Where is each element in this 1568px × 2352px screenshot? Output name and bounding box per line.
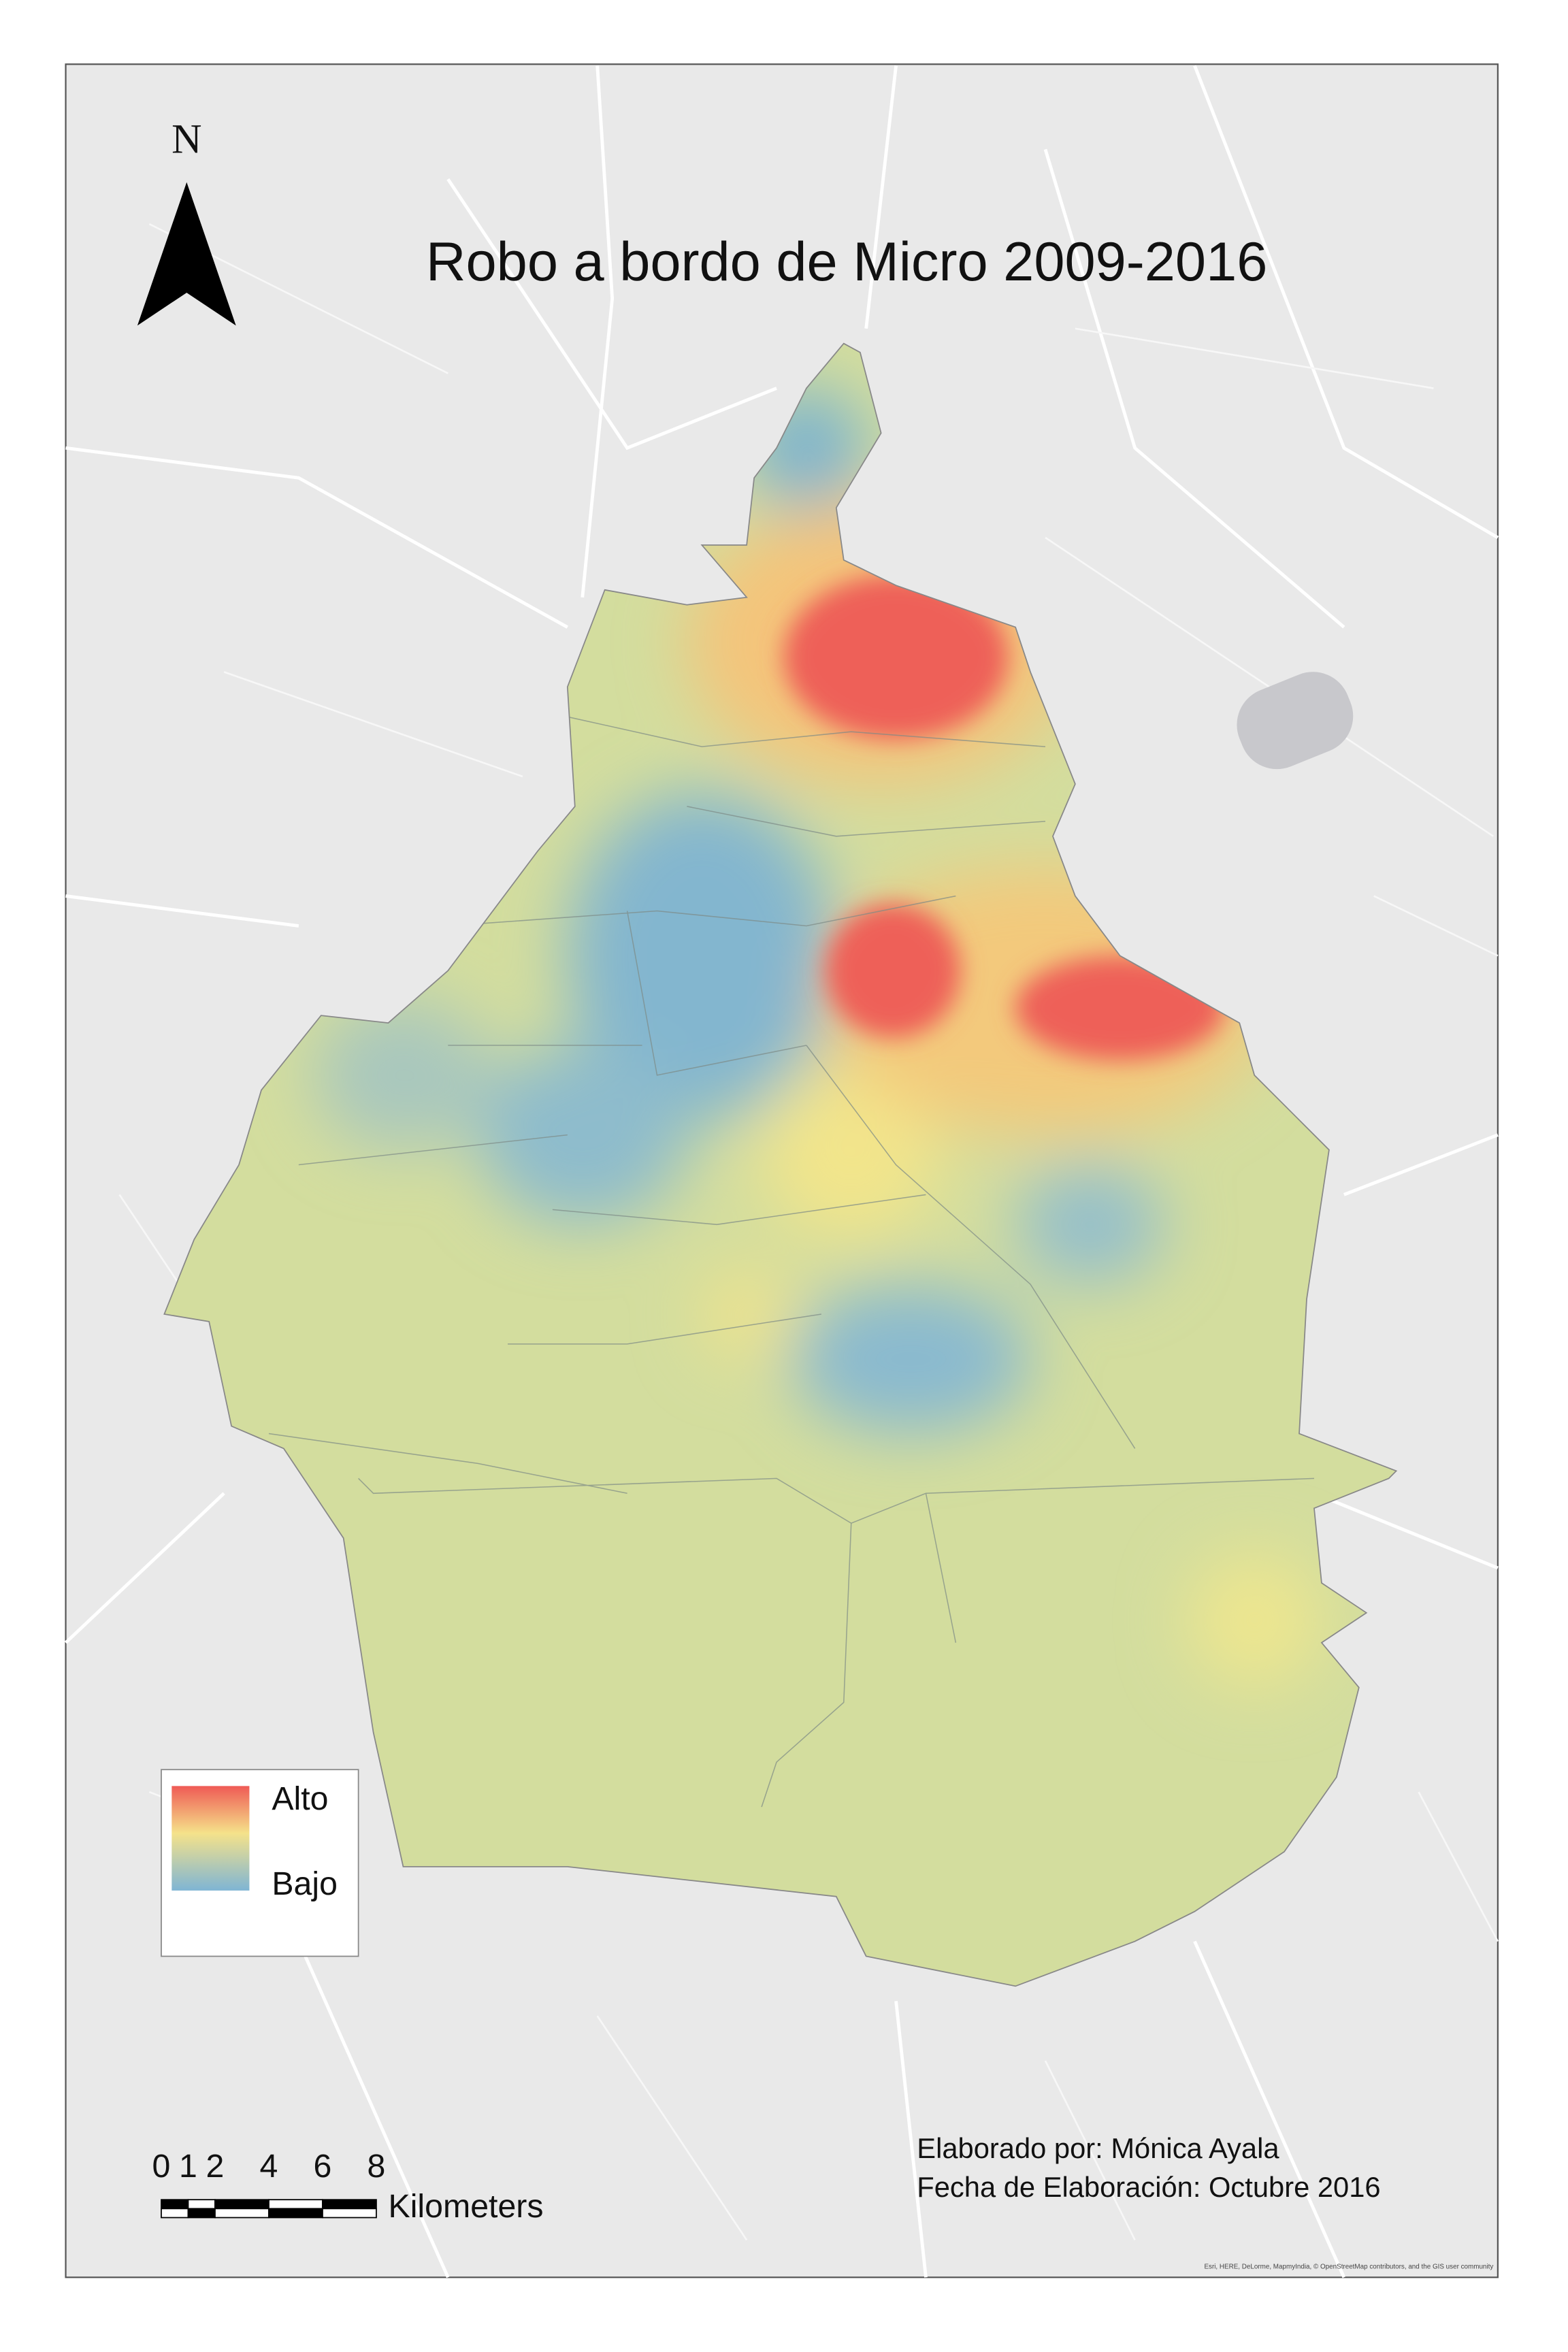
map-title: Robo a bordo de Micro 2009-2016 (426, 231, 1267, 293)
attribution: Esri, HERE, DeLorme, MapmyIndia, © OpenS… (1204, 2264, 1493, 2271)
scale-segment (268, 2208, 323, 2219)
legend-ramp (172, 1786, 250, 1891)
scale-tick-label: 4 (260, 2148, 278, 2185)
scale-segment (214, 2208, 270, 2219)
north-arrow-shape (137, 182, 236, 326)
scale-segment (322, 2199, 377, 2210)
scale-segment (187, 2208, 216, 2219)
scale-tick-label: 2 (206, 2148, 225, 2185)
credit-author: Elaborado por: Mónica Ayala (917, 2132, 1279, 2164)
scale-tick-label: 0 (152, 2148, 171, 2185)
legend: Alto Bajo (161, 1769, 359, 1957)
scale-unit: Kilometers (389, 2188, 544, 2225)
north-arrow: N (137, 116, 236, 326)
credit-date: Fecha de Elaboración: Octubre 2016 (917, 2171, 1380, 2203)
city-outline (163, 342, 1398, 1987)
scale-segment (161, 2208, 189, 2219)
scale-segment (268, 2199, 323, 2210)
scale-tick-label: 8 (368, 2148, 386, 2185)
legend-low: Bajo (272, 1865, 338, 1902)
basemap-roads (64, 65, 1499, 2278)
scale-segment (322, 2208, 377, 2219)
legend-high: Alto (272, 1780, 328, 1817)
scale-segment (161, 2199, 189, 2210)
scale-segment (214, 2199, 270, 2210)
scale-tick-label: 1 (179, 2148, 197, 2185)
north-label: N (172, 116, 201, 163)
scale-tick-label: 6 (314, 2148, 332, 2185)
scale-segment (187, 2199, 216, 2210)
